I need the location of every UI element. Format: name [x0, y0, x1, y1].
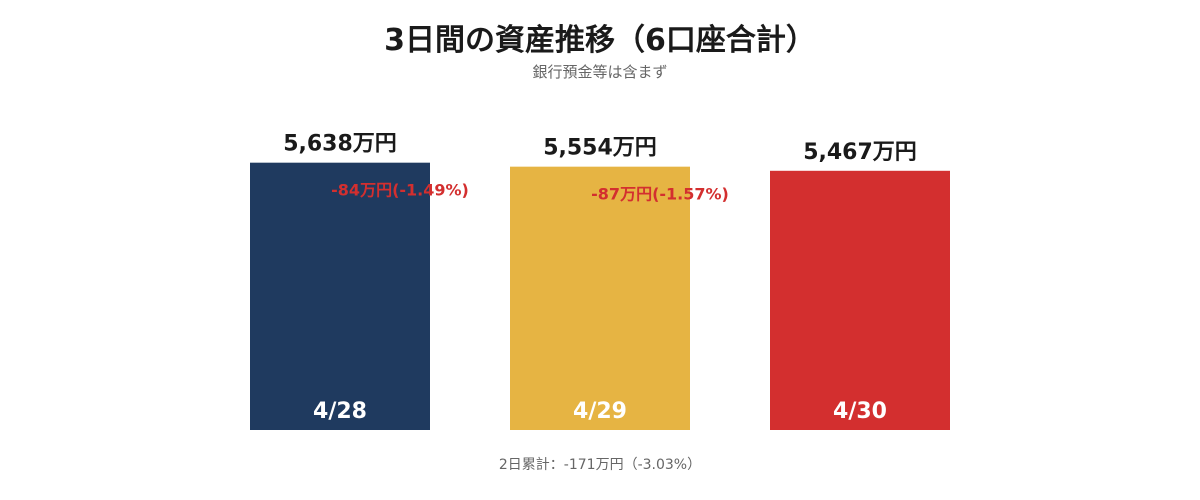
bar-value-label: 5,554万円	[543, 136, 657, 161]
bar-date-label: 4/30	[833, 399, 887, 424]
bar-group: 5,638万円 4/28 5,554万円 4/29 5,467万円 4/30 -84万円(-…	[250, 132, 950, 430]
bar-4-28	[250, 162, 430, 430]
cumulative-change-label: 2日累計：-171万円（-3.03%）	[499, 457, 701, 473]
change-label: -84万円(-1.49%)	[331, 181, 469, 200]
bar-value-label: 5,467万円	[803, 140, 917, 165]
bar-value-label: 5,638万円	[283, 132, 397, 157]
chart-title: 3日間の資産推移（6口座合計）	[384, 23, 816, 58]
bar-date-label: 4/29	[573, 399, 627, 424]
bar-date-label: 4/28	[313, 399, 367, 424]
change-label: -87万円(-1.57%)	[591, 185, 729, 204]
chart-subtitle: 銀行預金等は含まず	[532, 63, 667, 81]
bar-4-30	[770, 170, 950, 430]
bar-4-29	[510, 166, 690, 430]
